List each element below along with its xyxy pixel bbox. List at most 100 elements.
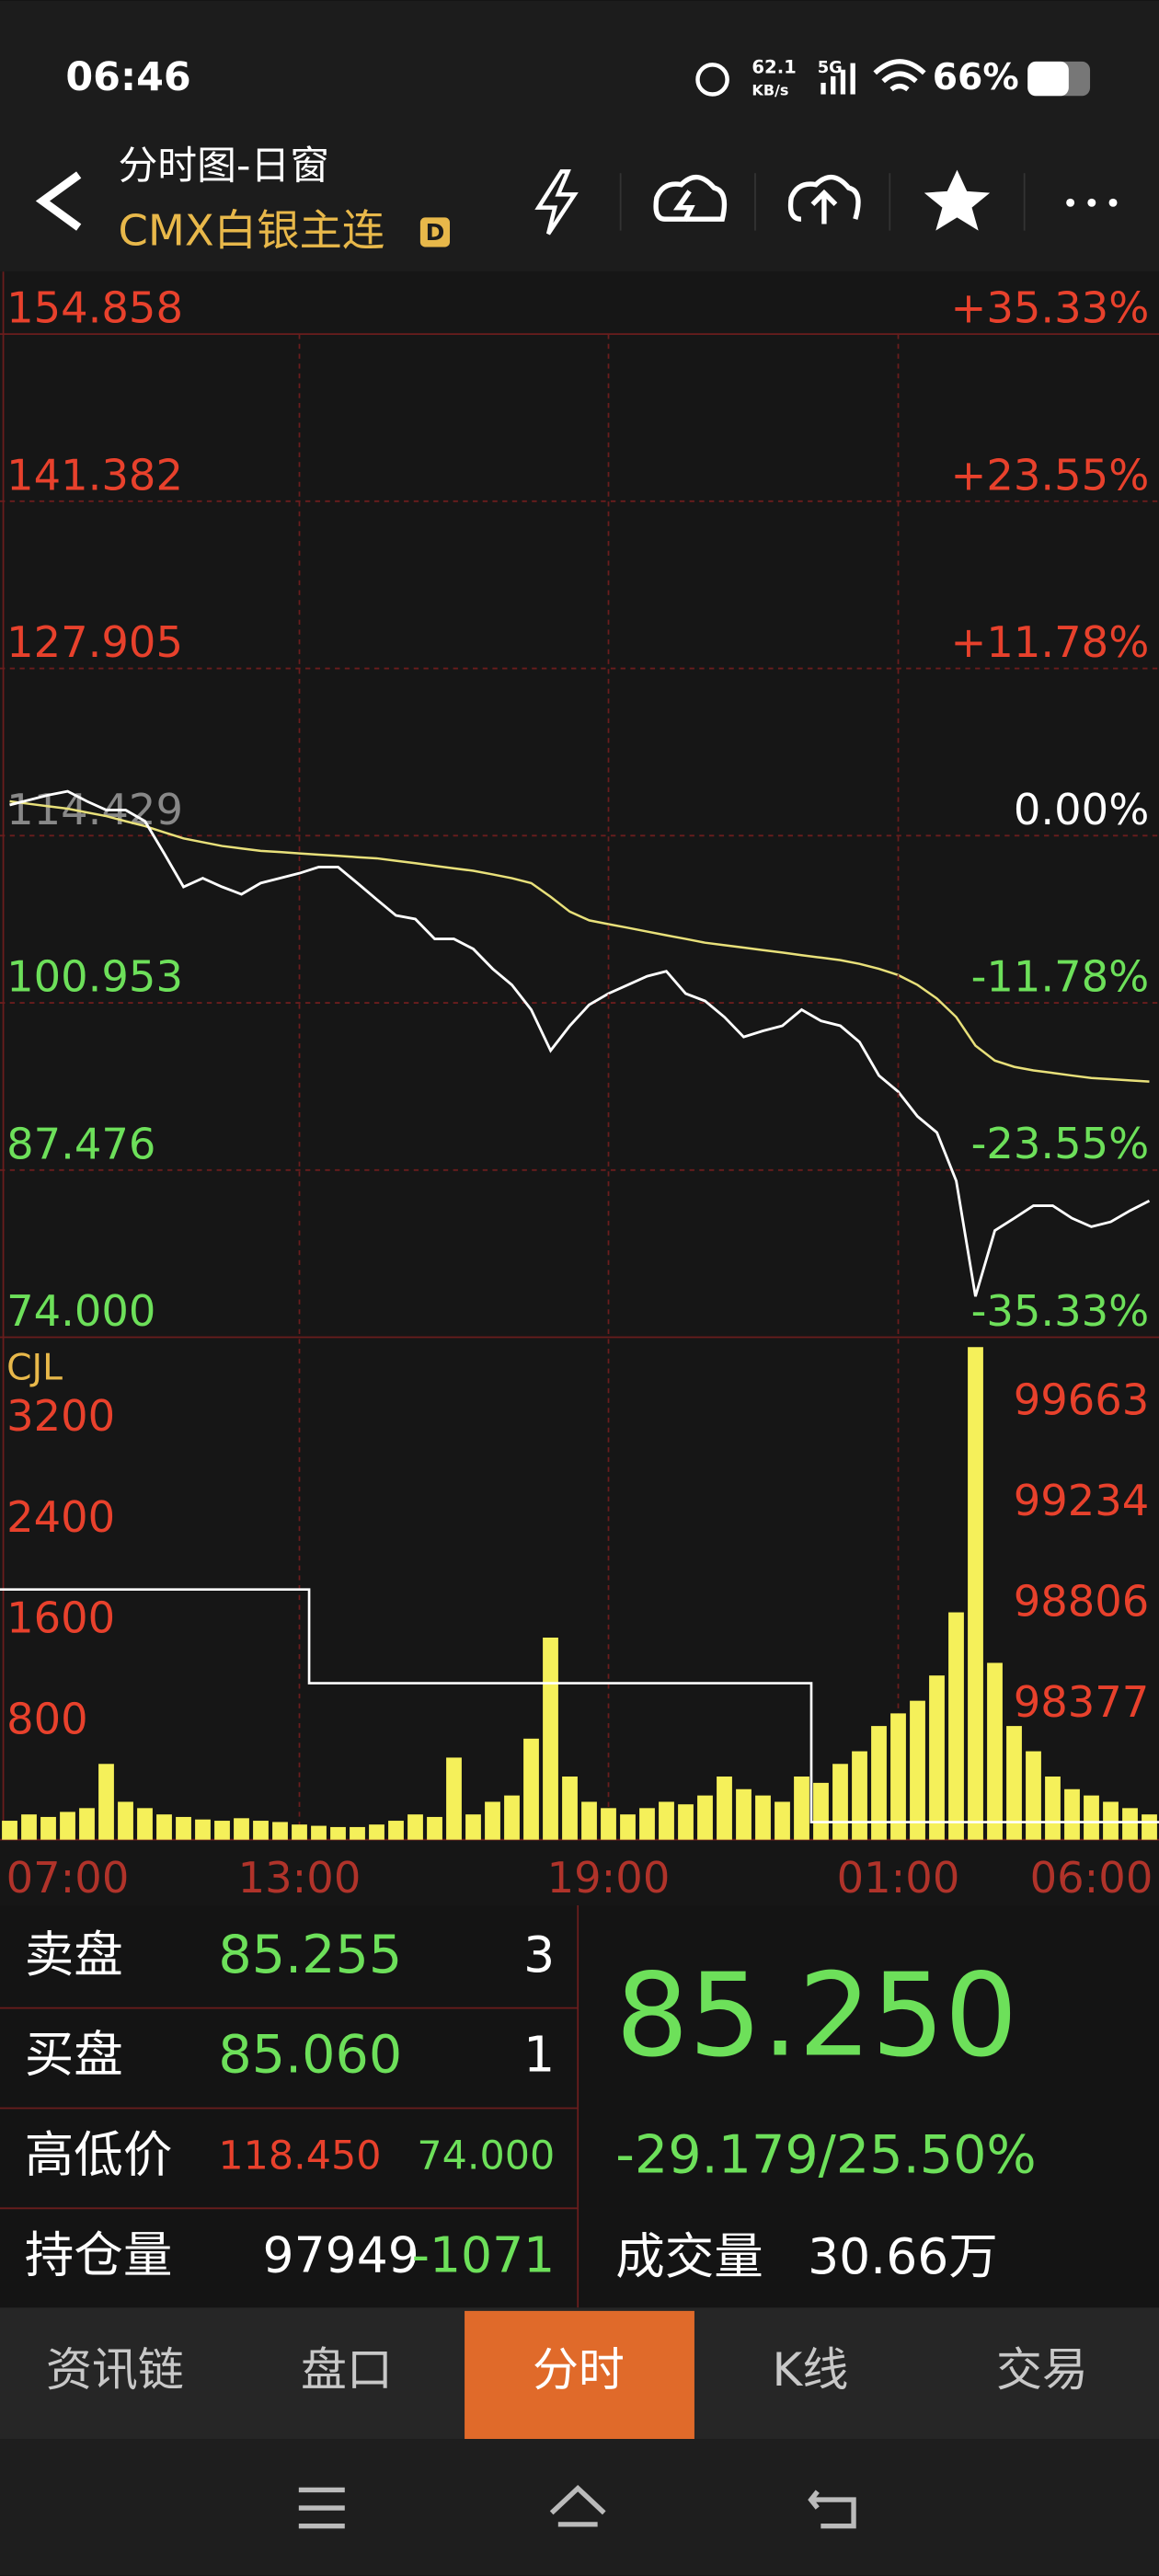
favorite-button[interactable] [924,169,991,231]
row-value: 97949 [263,2225,419,2283]
net-speed: 62.1 [752,56,796,77]
price-line [9,799,1150,1083]
volume-bar [98,1764,114,1840]
wifi-icon [873,59,926,92]
row-value: -1071 [412,2225,556,2283]
volume-bar [350,1826,365,1840]
volume-bar [987,1662,1003,1840]
x-tick-label: 06:00 [1030,1853,1153,1903]
y2-tick-label: -35.33% [971,1286,1150,1336]
volume-bar [562,1777,578,1840]
volume-bar [1103,1801,1119,1840]
tab[interactable]: 分时 [533,2343,625,2397]
volume-bar [871,1726,887,1840]
volume-bar [1084,1795,1099,1840]
y2-tick-label: 99234 [1014,1476,1150,1525]
tab[interactable]: 盘口 [301,2343,393,2397]
alarm-icon [695,63,729,97]
volume-bar [485,1801,500,1840]
volume-bar [794,1777,809,1840]
battery-level: 66% [933,57,1019,98]
volume-bar [581,1801,597,1840]
volume-bar [465,1814,481,1840]
volume-bar [948,1612,964,1840]
net-unit: KB/s [752,81,788,98]
price-change: -29.179/25.50% [615,2125,1036,2186]
panel-title: CJL [6,1348,63,1389]
x-tick-label: 07:00 [6,1853,130,1903]
volume-bar [427,1816,442,1840]
row-value: 85.255 [218,1925,402,1985]
top-bar [0,0,1159,272]
y2-tick-label: -23.55% [971,1119,1150,1168]
back-button[interactable] [35,171,82,231]
volume-bar [717,1777,732,1840]
volume-bar [156,1814,172,1840]
volume-bar [1026,1751,1041,1840]
instrument-name: CMX白银主连 [118,206,384,256]
battery-icon [1027,61,1091,97]
flash-button[interactable] [534,169,579,236]
volume-bar [118,1801,133,1840]
tab[interactable]: 交易 [996,2343,1088,2397]
volume-bar [253,1821,269,1840]
row-label: 高低价 [25,2126,173,2184]
volume-bar [195,1819,211,1840]
volume-value: 30.66万 [808,2227,998,2285]
volume-bar [369,1824,384,1840]
row-value: 3 [523,1926,555,1984]
volume-bar [929,1675,945,1840]
volume-bar [388,1821,404,1840]
home-button[interactable] [549,2484,606,2527]
row-label: 买盘 [25,2026,123,2084]
y-tick-label: 141.382 [6,450,183,500]
quote-panel: 85.250 -29.179/25.50% 成交量 30.66万 卖盘 85.25… [0,1905,1159,2308]
page-title: 分时图-日窗 [118,143,329,189]
volume-bar [176,1816,191,1840]
volume-bar [330,1826,346,1840]
volume-bar [697,1795,713,1840]
y2-tick-label: -11.78% [971,952,1150,1002]
volume-bar [234,1818,249,1840]
more-button[interactable] [1066,198,1118,207]
volume-bar [446,1757,462,1840]
volume-bar [1142,1814,1157,1840]
cloud-upload-button[interactable] [787,174,861,224]
y2-tick-label: 98806 [1014,1576,1150,1626]
last-price: 85.250 [615,1949,1017,2083]
volume-bar [910,1700,925,1840]
volume-bar [1045,1777,1061,1840]
volume-bar [813,1782,829,1840]
back-nav-button[interactable] [808,2490,856,2529]
y2-tick-label: +35.33% [951,283,1150,333]
cloud-flash-button[interactable] [653,174,728,223]
volume-bar [1006,1726,1022,1840]
tab[interactable]: 资讯链 [46,2343,184,2397]
clock: 06:46 [65,54,190,100]
volume-bar [504,1795,520,1840]
tab[interactable]: K线 [773,2343,849,2397]
badge-text: D [426,219,445,246]
volume-bar [968,1347,983,1840]
volume-bar [659,1801,674,1840]
y-tick-label: 127.905 [6,617,183,667]
volume-bar [79,1808,95,1840]
y2-tick-label: +11.78% [951,617,1150,667]
volume-bar [543,1638,558,1840]
volume-bar [852,1751,867,1840]
volume-bar [678,1804,694,1840]
y-tick-label: 114.429 [6,785,183,834]
volume-bar [775,1801,790,1840]
row-value: 85.060 [218,2025,402,2086]
volume-bar [601,1808,616,1840]
volume-bar [214,1821,230,1840]
menu-button[interactable] [298,2487,345,2529]
volume-bar [755,1795,771,1840]
signal-type: 5G [818,58,843,77]
volume-bar [272,1822,288,1840]
y2-tick-label: +23.55% [951,450,1150,500]
y2-tick-label: 99663 [1014,1375,1150,1425]
row-label: 卖盘 [25,1926,123,1984]
